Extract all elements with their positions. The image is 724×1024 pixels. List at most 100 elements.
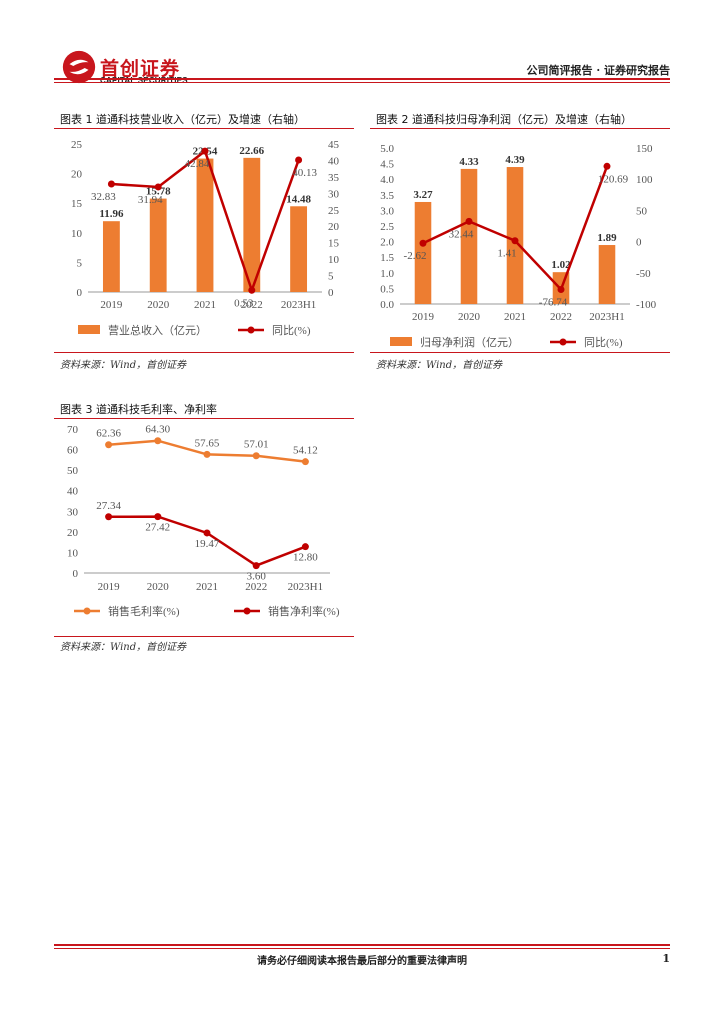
series-data-label: 64.30	[145, 424, 170, 436]
bar	[102, 221, 120, 292]
y-tick-label: 15	[71, 198, 83, 210]
y-tick-label: 4.5	[380, 159, 394, 171]
x-tick-label: 2019	[412, 311, 435, 323]
header-rule-thin	[54, 82, 670, 83]
y-tick-label: 3.0	[380, 205, 394, 217]
growth-point	[511, 237, 519, 245]
series-point	[252, 452, 260, 460]
series-point	[154, 437, 162, 445]
x-tick-label: 2020	[147, 581, 170, 593]
y-tick-label: 1.5	[380, 252, 394, 264]
y-tick-label: 5	[77, 257, 83, 269]
y-tick-label: 0	[77, 287, 83, 299]
bar	[290, 206, 308, 292]
y-tick-label: 2.0	[380, 237, 394, 249]
footer-rule-thin	[54, 948, 670, 949]
bar-data-label: 3.27	[413, 189, 433, 201]
legend-swatch-marker	[247, 326, 255, 334]
series-point	[301, 543, 309, 551]
growth-point	[557, 285, 565, 293]
bar-data-label: 14.48	[286, 193, 311, 205]
bar	[243, 157, 261, 292]
y2-tick-label: 40	[328, 155, 340, 167]
bar-data-label: 15.78	[146, 186, 171, 198]
growth-data-label: 42.84	[185, 158, 210, 170]
footer-disclaimer: 请务必仔细阅读本报告最后部分的重要法律声明	[257, 956, 467, 967]
legend-label: 销售毛利率(%)	[108, 604, 180, 618]
bar	[149, 198, 167, 292]
y-tick-label: 30	[67, 506, 79, 518]
series-data-label: 54.12	[293, 445, 318, 457]
series-data-label: 27.34	[96, 500, 121, 512]
y-tick-label: 1.0	[380, 268, 394, 280]
legend-label-line: 同比(%)	[584, 336, 623, 349]
growth-data-label: 31.94	[138, 194, 163, 206]
series-point	[203, 529, 211, 537]
legend-swatch-bar	[390, 337, 412, 346]
y2-tick-label: -50	[636, 268, 651, 280]
x-tick-label: 2019	[98, 581, 121, 593]
series-data-label: 19.47	[195, 538, 220, 550]
growth-data-label: -2.62	[404, 250, 427, 262]
y2-tick-label: 15	[328, 238, 340, 250]
x-tick-label: 2021	[196, 581, 218, 593]
x-tick-label: 2023H1	[288, 581, 323, 593]
logo-text: 首创证券	[100, 58, 181, 80]
figure-2-bottom-rule	[370, 352, 670, 353]
y-tick-label: 70	[67, 424, 79, 436]
figure-1-top-rule	[54, 128, 354, 129]
y-tick-label: 50	[67, 465, 79, 477]
y2-tick-label: 30	[328, 188, 340, 200]
logo-subtext: CAPITAL SECURITIES	[100, 76, 188, 85]
x-tick-label: 2021	[504, 311, 526, 323]
y2-tick-label: 45	[328, 139, 340, 151]
y2-tick-label: 0	[636, 237, 642, 249]
y-tick-label: 4.0	[380, 174, 394, 186]
y-tick-label: 40	[67, 486, 79, 498]
growth-data-label: 32.44	[449, 228, 474, 240]
series-data-label: 3.60	[247, 571, 267, 583]
bar	[196, 158, 214, 292]
series-data-label: 57.65	[195, 437, 220, 449]
figure-2-chart: 0.0 0.5 1.0 1.5 2.0 2.5 3.0 3.5 4.0 4.5 5.0 -100 -50…	[380, 143, 657, 349]
y-tick-label: 0.5	[380, 283, 394, 295]
figure-3-title: 图表 3 道通科技毛利率、净利率	[60, 403, 217, 416]
growth-point	[248, 286, 256, 294]
page-number: 1	[662, 952, 670, 965]
y2-tick-label: 0	[328, 287, 334, 299]
legend-label-bar: 营业总收入（亿元）	[108, 323, 207, 337]
figure-1-bottom-rule	[54, 352, 354, 353]
y-tick-label: 0.0	[380, 299, 394, 311]
footer-rule	[54, 944, 670, 946]
y2-tick-label: 10	[328, 254, 340, 266]
growth-data-label: 0.53	[234, 297, 254, 309]
growth-point	[603, 162, 611, 170]
bar	[460, 168, 478, 304]
legend-swatch-marker	[559, 338, 567, 346]
growth-point	[465, 217, 473, 225]
y-tick-label: 3.5	[380, 190, 394, 202]
legend-label: 销售净利率(%)	[268, 604, 340, 618]
report-type: 公司简评报告 · 证券研究报告	[526, 64, 671, 77]
x-tick-label: 2022	[245, 581, 267, 593]
series-point	[252, 562, 260, 570]
x-tick-label: 2023H1	[281, 299, 316, 311]
bar-data-label: 22.66	[239, 145, 264, 157]
figure-1-chart: 0 5 10 15 20 25 0 5 10 15 20 25 30 35 40 45 2019 2020 2021…	[71, 139, 340, 337]
figure-3-chart: 0 10 20 30 40 50 60 70 2019 2020 2021 2022 2023H1 62.…	[67, 424, 340, 618]
growth-data-label: 40.13	[292, 167, 317, 179]
y2-tick-label: 100	[636, 174, 653, 186]
y2-tick-label: 150	[636, 143, 653, 155]
y-tick-label: 25	[71, 139, 83, 151]
header-rule	[54, 78, 670, 80]
legend-swatch-marker	[243, 607, 251, 615]
figure-3-source: 资料来源：Wind，首创证券	[60, 642, 187, 653]
y2-tick-label: -100	[636, 299, 657, 311]
x-tick-label: 2023H1	[589, 311, 624, 323]
y2-tick-label: 5	[328, 271, 334, 283]
legend-swatch-bar	[78, 325, 100, 334]
series-data-label: 62.36	[96, 428, 121, 440]
figure-2-top-rule	[370, 128, 670, 129]
y-tick-label: 20	[67, 527, 79, 539]
figure-3-top-rule	[54, 418, 354, 419]
